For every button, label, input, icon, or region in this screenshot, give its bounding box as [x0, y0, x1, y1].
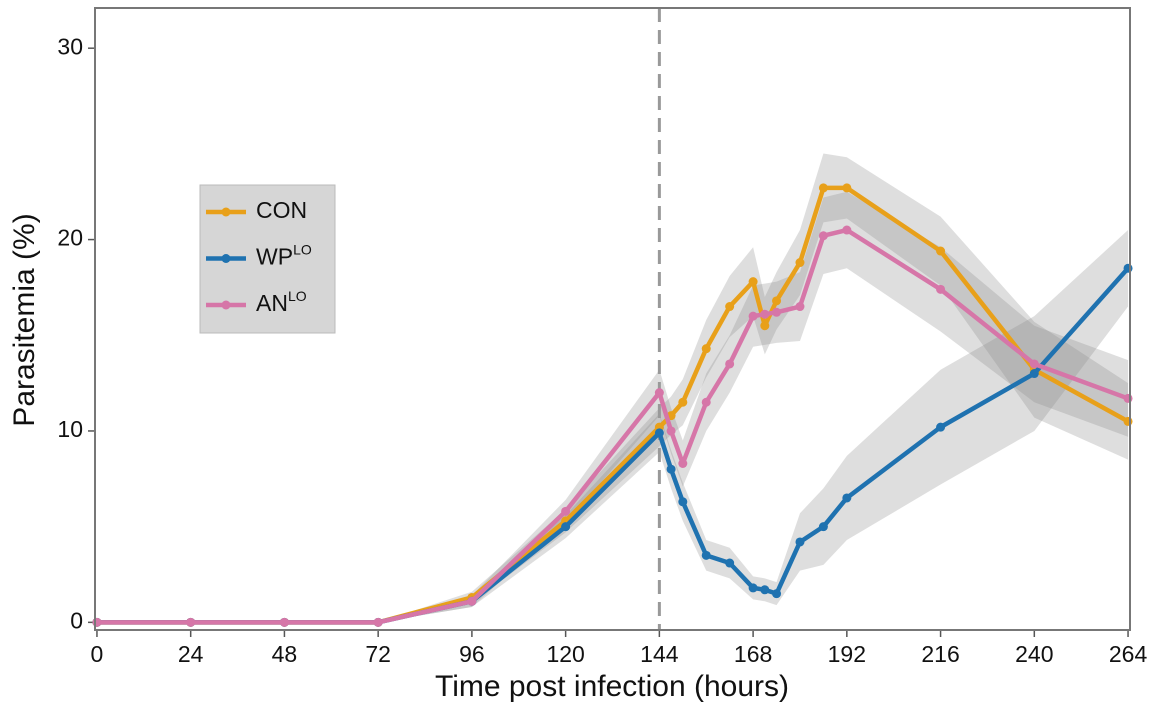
- point: [1123, 416, 1133, 426]
- legend-name: CON: [256, 197, 307, 223]
- x-tick-label: 240: [1015, 641, 1053, 667]
- point: [467, 596, 477, 606]
- x-tick-label: 24: [178, 641, 204, 667]
- point: [701, 550, 711, 560]
- point: [561, 522, 571, 532]
- legend-superscript: LO: [293, 241, 312, 257]
- point: [1123, 393, 1133, 403]
- point: [373, 617, 383, 627]
- plot-frame: [94, 7, 1131, 631]
- legend-label: CON: [256, 197, 307, 223]
- point: [561, 506, 571, 516]
- x-tick-label: 264: [1109, 641, 1148, 667]
- point: [1029, 369, 1039, 379]
- point: [842, 183, 852, 193]
- legend-label: ANLO: [256, 288, 307, 316]
- legend-name: WP: [256, 244, 293, 270]
- point: [654, 388, 664, 398]
- point: [748, 277, 758, 287]
- x-axis-title: Time post infection (hours): [435, 670, 789, 703]
- point: [279, 617, 289, 627]
- point: [186, 617, 196, 627]
- y-tick-label: 20: [57, 225, 83, 251]
- point: [1029, 359, 1039, 369]
- point: [936, 284, 946, 294]
- point: [818, 231, 828, 241]
- y-tick-label: 10: [57, 416, 83, 442]
- point: [760, 321, 770, 331]
- point: [92, 617, 102, 627]
- point: [678, 397, 688, 407]
- confidence-band: [96, 230, 1129, 623]
- point: [936, 246, 946, 256]
- point: [666, 426, 676, 436]
- x-tick-label: 120: [546, 641, 584, 667]
- point: [1123, 263, 1133, 273]
- point: [818, 522, 828, 532]
- point: [760, 585, 770, 595]
- point: [795, 258, 805, 268]
- point: [936, 422, 946, 432]
- point: [666, 464, 676, 474]
- legend-marker: [221, 300, 231, 310]
- point: [725, 359, 735, 369]
- x-tick-label: 72: [365, 641, 391, 667]
- x-tick-label: 0: [91, 641, 104, 667]
- point: [678, 458, 688, 468]
- legend-superscript: LO: [288, 288, 307, 304]
- legend-name: AN: [256, 290, 288, 316]
- y-tick-label: 0: [70, 607, 83, 633]
- point: [748, 583, 758, 593]
- point: [842, 225, 852, 235]
- legend-label: WPLO: [256, 241, 312, 269]
- point: [760, 309, 770, 319]
- x-tick-label: 168: [734, 641, 772, 667]
- point: [701, 344, 711, 354]
- x-tick-label: 48: [272, 641, 298, 667]
- x-tick-label: 216: [921, 641, 959, 667]
- point: [654, 428, 664, 438]
- x-tick-label: 192: [828, 641, 866, 667]
- point: [795, 302, 805, 312]
- point: [748, 311, 758, 321]
- point: [725, 302, 735, 312]
- x-tick-label: 96: [459, 641, 485, 667]
- point: [772, 307, 782, 317]
- point: [701, 397, 711, 407]
- point: [842, 493, 852, 503]
- x-tick-label: 144: [640, 641, 679, 667]
- point: [795, 537, 805, 547]
- point: [725, 558, 735, 568]
- y-axis-title: Parasitemia (%): [8, 213, 41, 426]
- legend-marker: [221, 207, 231, 217]
- point: [678, 497, 688, 507]
- y-tick-label: 30: [57, 33, 83, 59]
- point: [818, 183, 828, 193]
- legend-marker: [221, 254, 231, 263]
- point: [772, 296, 782, 306]
- point: [772, 589, 782, 599]
